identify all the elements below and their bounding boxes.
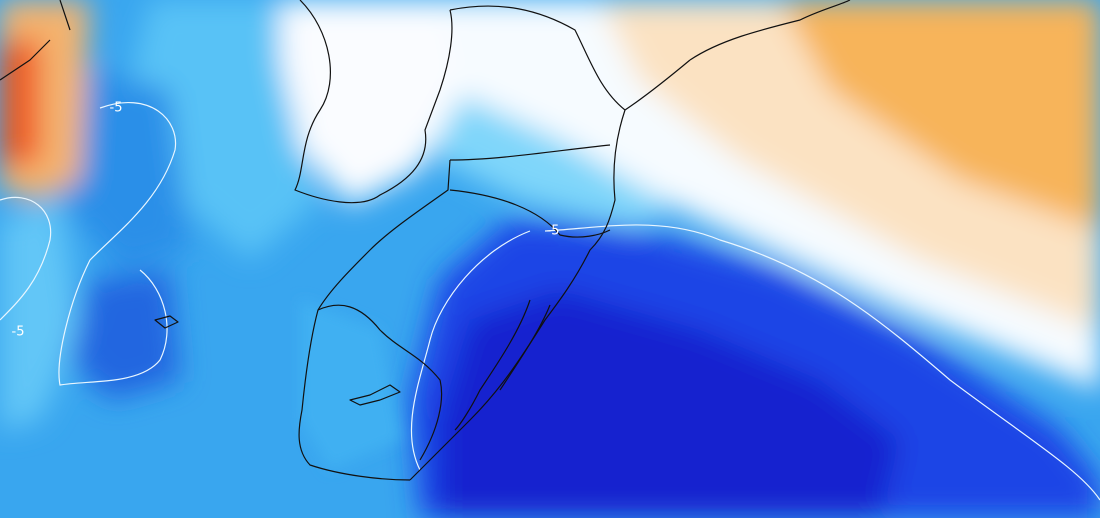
light-blue-area xyxy=(0,200,80,430)
contour-label: -5 xyxy=(12,325,25,340)
lagoon xyxy=(454,299,551,431)
coastline xyxy=(409,109,626,481)
country-border xyxy=(0,0,71,81)
isolines xyxy=(0,102,1100,501)
coastline xyxy=(689,0,851,61)
light-blue-area xyxy=(300,300,400,470)
lake xyxy=(349,384,401,406)
lake xyxy=(154,315,179,329)
isoline xyxy=(0,196,52,321)
contour-label: -5 xyxy=(110,101,123,116)
deep-blue-area xyxy=(440,290,900,518)
warm-area xyxy=(780,0,1100,230)
contour-label: -5 xyxy=(547,224,560,239)
country-border xyxy=(317,304,443,461)
borders xyxy=(0,0,851,481)
labels: -5 -5 -5 xyxy=(12,101,560,340)
mid-blue-area xyxy=(60,60,190,270)
isoline xyxy=(410,230,531,471)
state-border xyxy=(449,189,611,238)
country-border xyxy=(294,0,453,204)
isoline xyxy=(58,102,177,386)
coastline xyxy=(449,5,691,111)
isoline xyxy=(544,224,1100,501)
light-blue-area xyxy=(120,0,320,260)
white-area xyxy=(280,0,460,205)
state-border xyxy=(298,144,611,481)
hot-area xyxy=(0,40,40,170)
